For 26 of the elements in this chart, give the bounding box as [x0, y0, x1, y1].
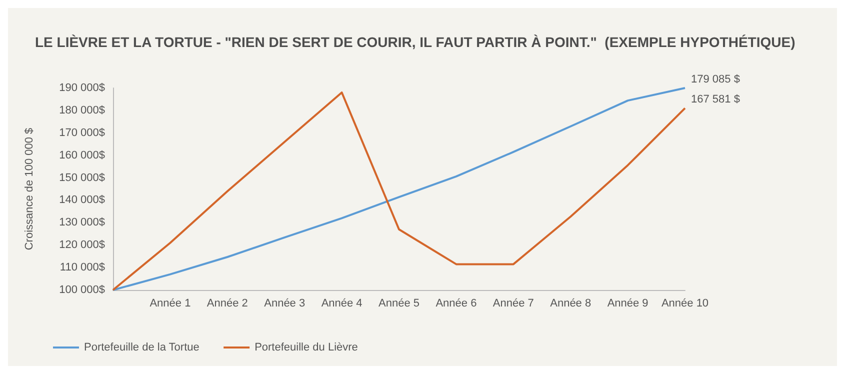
- x-tick-label: Année 10: [661, 298, 709, 310]
- x-tick-label: Année 9: [607, 298, 648, 310]
- y-tick-label: 150 000$: [59, 172, 105, 184]
- x-tick-label: Année 3: [264, 298, 306, 310]
- y-tick-label: 160 000$: [59, 149, 105, 162]
- y-tick-label: 110 000$: [60, 262, 105, 274]
- x-tick-label: Année 5: [378, 298, 420, 310]
- x-tick-label: Année 7: [492, 298, 534, 310]
- chart-title: LE LIÈVRE ET LA TORTUE - "RIEN DE SERT DE COURIR, IL FAUT PARTIR À POINT." (EXEMPLE HYPOTHÉTIQUE): [35, 34, 796, 50]
- y-tick-label: 100 000$: [59, 284, 105, 296]
- y-tick-label: 180 000$: [59, 104, 105, 116]
- x-tick-label: Année 2: [206, 298, 248, 310]
- y-tick-label: 120 000$: [59, 239, 105, 252]
- x-tick-label: Année 4: [321, 298, 362, 310]
- y-axis-title: Croissance de 100 000 $: [24, 128, 36, 250]
- y-tick-label: 140 000$: [59, 194, 105, 206]
- text: 167 581 $: [691, 94, 740, 106]
- legend-label: Portefeuille de la Tortue: [84, 342, 200, 354]
- y-tick-label: 130 000$: [59, 216, 105, 229]
- legend-label: Portefeuille du Lièvre: [254, 342, 358, 354]
- text: 179 085 $: [691, 74, 740, 86]
- x-tick-label: Année 8: [550, 298, 592, 310]
- x-tick-label: Année 1: [150, 298, 191, 310]
- x-tick-label: Année 6: [436, 298, 477, 310]
- y-tick-label: 170 000$: [59, 126, 105, 139]
- y-tick-label: 190 000$: [59, 82, 105, 94]
